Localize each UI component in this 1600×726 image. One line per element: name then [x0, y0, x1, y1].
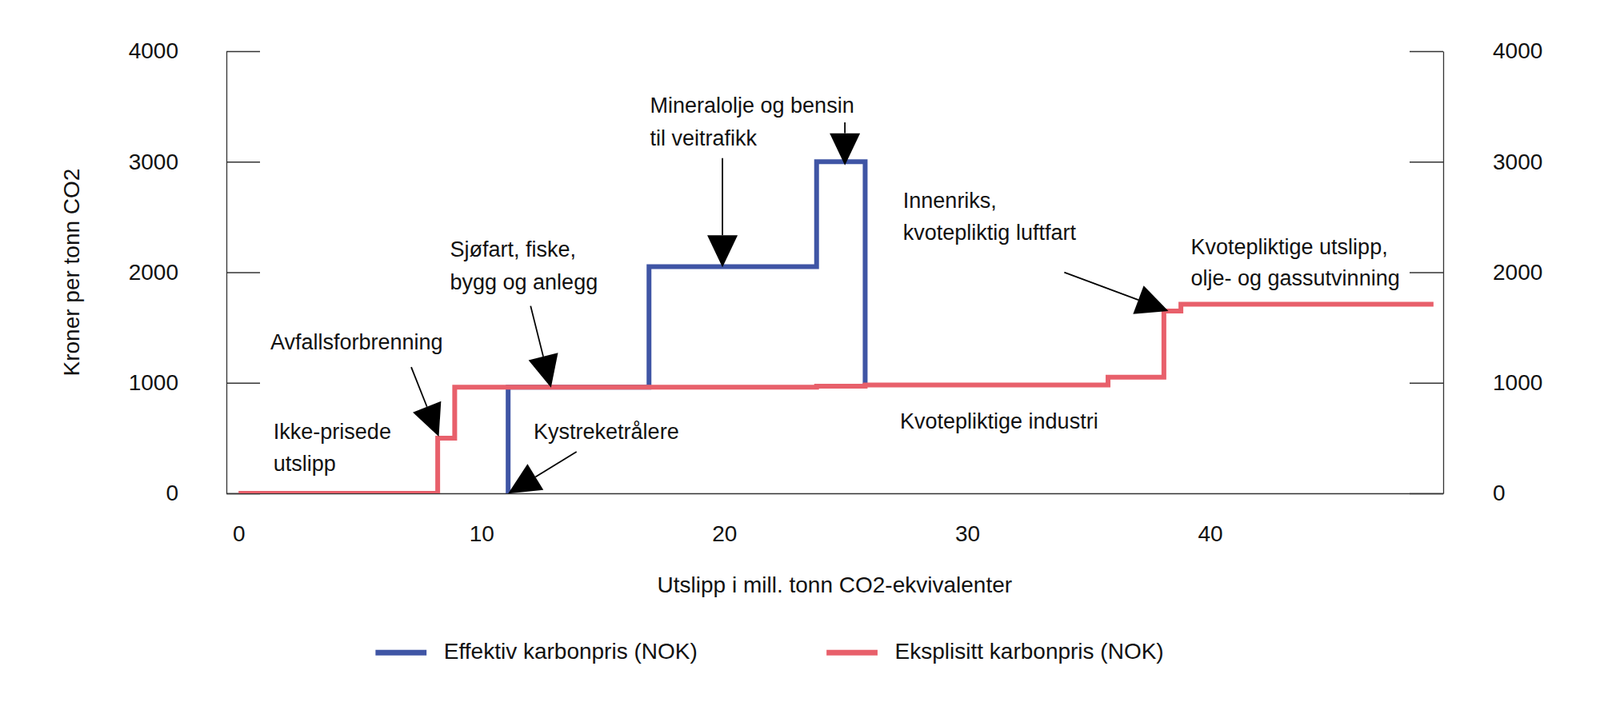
tick-label: 3000 [1492, 149, 1543, 175]
arrow-line [721, 158, 724, 236]
annotation-line: til veitrafikk [650, 126, 758, 151]
arrow-line [1064, 272, 1139, 301]
y-axis-title: Kroner per tonn CO2 [59, 168, 84, 377]
annotation: Kvotepliktige utslipp, olje- og gassutvin… [1191, 235, 1400, 290]
tick-label: 2000 [1492, 260, 1543, 285]
tick: 4000 [128, 38, 260, 64]
tick-mark [1409, 272, 1444, 273]
annotations: Ikke-prisede utslipp Avfallsforbrenning Sjø… [270, 93, 1400, 494]
arrow-head [707, 235, 738, 268]
plot-area [238, 161, 1434, 494]
x-axis-title: Utslipp i mill. tonn CO2-ekvivalenter [657, 572, 1013, 598]
tick-label: 3000 [128, 149, 179, 175]
annotation-line: Sjøfart, fiske, [450, 237, 577, 262]
tick-mark [1409, 161, 1444, 163]
arrow-head [412, 401, 441, 437]
arrow-line [535, 452, 576, 477]
tick-label: 10 [469, 521, 495, 547]
annotation-line: Ikke-prisede [273, 420, 392, 444]
annotation: Kvotepliktige industri [900, 409, 1099, 434]
tick: 40 [1197, 493, 1223, 547]
tick-mark [1409, 51, 1444, 52]
annotation-line: Kvotepliktige utslipp, [1191, 235, 1388, 260]
annotation-line: Kystreketrålere [533, 420, 680, 444]
axis-line [1443, 52, 1444, 495]
legend-label: Effektiv karbonpris (NOK) [444, 639, 698, 664]
axis-line [227, 493, 1444, 495]
tick: 1000 [1409, 370, 1543, 396]
arrow-line [844, 122, 846, 134]
tick-label: 4000 [1492, 38, 1543, 64]
tick: 1000 [128, 370, 260, 396]
tick: 20 [712, 493, 737, 547]
tick-label: 1000 [128, 370, 179, 396]
legend: Effektiv karbonpris (NOK) Eksplisitt karb… [375, 639, 1164, 664]
tick: 30 [955, 493, 980, 547]
tick-label: 1000 [1492, 370, 1543, 396]
tick-mark [226, 161, 260, 163]
annotation: Innenriks, kvotepliktig luftfart [903, 188, 1077, 246]
annotation-line: kvotepliktig luftfart [903, 220, 1077, 245]
y-axis: 0 1000 2000 3000 4000 [128, 38, 260, 506]
tick: 4000 [1409, 38, 1543, 64]
tick-label: 40 [1197, 521, 1223, 547]
tick-mark [1409, 383, 1444, 384]
tick-label: 2000 [128, 260, 179, 285]
tick: 3000 [128, 149, 260, 175]
tick: 10 [469, 493, 495, 547]
x-axis: 0 10 20 30 40 [227, 493, 1444, 547]
annotation: Kystreketrålere [533, 420, 680, 444]
tick-label: 0 [232, 521, 246, 547]
annotation-line: Innenriks, [903, 188, 997, 213]
arrow-head [829, 133, 860, 166]
tick-label: 0 [165, 480, 179, 506]
arrow-head [1132, 285, 1168, 315]
y2-axis: 0 1000 2000 3000 4000 [1409, 38, 1543, 506]
legend-swatch [375, 650, 427, 656]
tick-label: 0 [1492, 480, 1506, 506]
annotation-line: utslipp [273, 452, 336, 476]
tick-label: 4000 [128, 38, 179, 64]
tick-mark [226, 272, 260, 273]
chart: 0 1000 2000 3000 4000 0 1000 2000 3000 4000 0 10 20 3… [0, 0, 1600, 726]
tick: 2000 [128, 260, 260, 285]
tick-label: 20 [712, 521, 737, 547]
annotation: Avfallsforbrenning [270, 330, 444, 355]
annotation: Sjøfart, fiske, bygg og anlegg [450, 237, 599, 295]
arrow-head [528, 352, 559, 388]
tick: 3000 [1409, 149, 1543, 175]
annotation: Mineralolje og bensin til veitrafikk [650, 93, 855, 151]
tick-mark [226, 383, 260, 384]
legend-label: Eksplisitt karbonpris (NOK) [895, 639, 1164, 664]
arrow-head [508, 464, 544, 494]
tick: 2000 [1409, 260, 1543, 285]
arrow-line [411, 367, 428, 408]
annotation-line: Mineralolje og bensin [650, 93, 855, 118]
legend-swatch [826, 650, 878, 656]
annotation-line: olje- og gassutvinning [1191, 266, 1400, 291]
annotation-line: Avfallsforbrenning [270, 330, 444, 355]
tick-label: 30 [955, 521, 980, 547]
tick-mark [226, 51, 260, 52]
arrow-line [530, 306, 544, 357]
series-line [238, 304, 1434, 494]
tick: 0 [232, 493, 246, 547]
annotation-line: Kvotepliktige industri [900, 409, 1099, 434]
annotation-line: bygg og anlegg [450, 270, 599, 295]
annotation: Ikke-prisede utslipp [273, 420, 392, 476]
series-line [508, 161, 865, 494]
